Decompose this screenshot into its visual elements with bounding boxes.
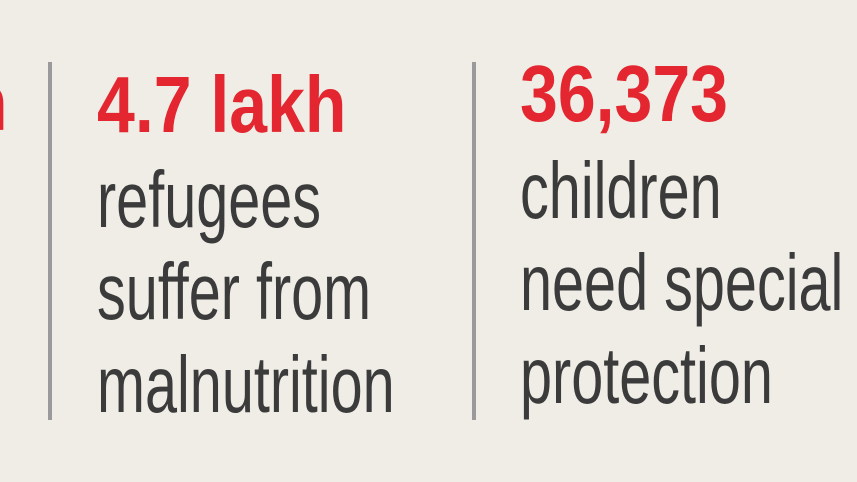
stat-figure: h bbox=[0, 58, 8, 147]
stat-caption: children bbox=[520, 146, 722, 236]
stat-caption: suffer from bbox=[97, 247, 371, 337]
stat-caption: refugees bbox=[97, 155, 321, 245]
stat-caption: malnutrition bbox=[97, 340, 395, 430]
stat-caption: protection bbox=[520, 331, 773, 421]
stat-figure: 36,373 bbox=[520, 49, 728, 138]
stat-caption: need special bbox=[520, 238, 843, 328]
stat-figure: 4.7 lakh bbox=[97, 60, 346, 149]
